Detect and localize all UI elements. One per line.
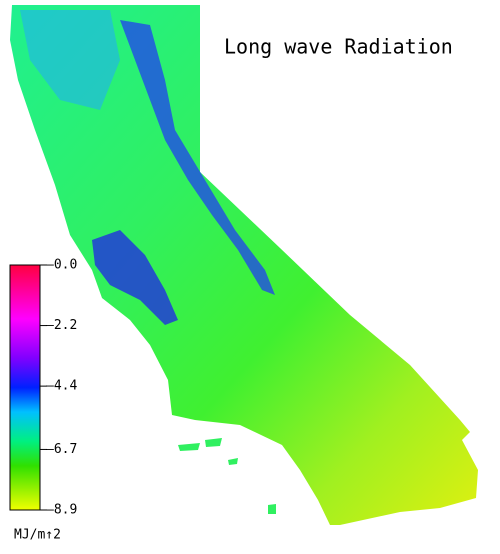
colorbar-tick-label: –6.7 — [46, 442, 77, 457]
map-title: Long wave Radiation — [224, 35, 453, 59]
colorbar-ticks: –0.0 –2.2 –4.4 –6.7 –8.9 — [40, 258, 77, 518]
colorbar-unit: MJ/m↑2 — [14, 528, 61, 543]
california-land — [10, 5, 478, 525]
colorbar-tick-label: –8.9 — [46, 503, 77, 518]
island — [228, 458, 238, 465]
north-band — [20, 10, 120, 110]
island — [268, 504, 276, 514]
sierra-band — [120, 20, 275, 295]
island — [178, 443, 200, 451]
colorbar-tick-label: –2.2 — [46, 318, 77, 333]
colorbar-tick-label: –0.0 — [46, 258, 77, 273]
colorbar — [9, 264, 41, 511]
island — [205, 438, 222, 447]
coast-range-band — [92, 230, 178, 325]
colorbar-tick-label: –4.4 — [46, 379, 77, 394]
